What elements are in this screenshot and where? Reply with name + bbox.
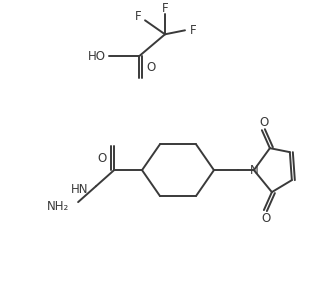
Text: F: F xyxy=(135,10,141,23)
Text: O: O xyxy=(146,61,156,74)
Text: O: O xyxy=(261,212,271,224)
Text: F: F xyxy=(162,2,168,15)
Text: N: N xyxy=(250,164,258,177)
Text: NH₂: NH₂ xyxy=(47,200,69,213)
Text: F: F xyxy=(190,24,196,37)
Text: HN: HN xyxy=(71,183,88,196)
Text: O: O xyxy=(98,152,107,165)
Text: HO: HO xyxy=(88,50,106,63)
Text: O: O xyxy=(259,116,269,129)
